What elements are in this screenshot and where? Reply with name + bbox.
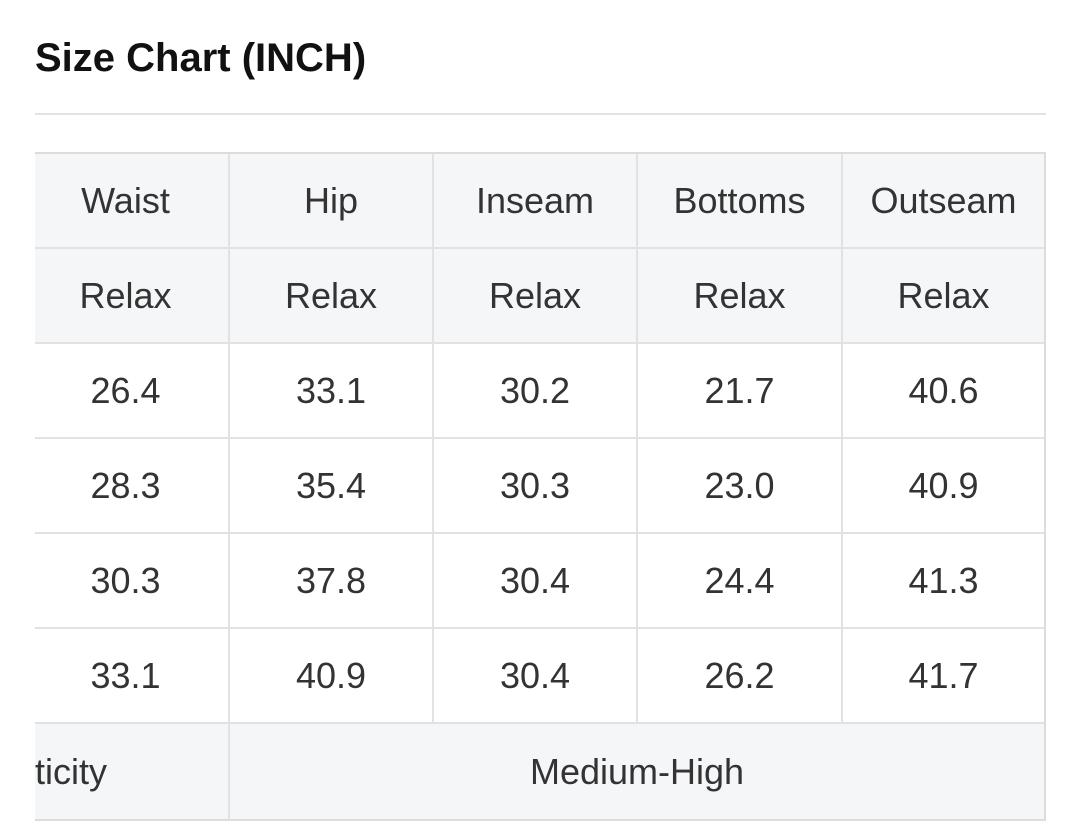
- header-cell: Inseam: [432, 154, 636, 247]
- table-row: 33.1 40.9 30.4 26.2 41.7: [35, 629, 1044, 724]
- header-cell: Outseam: [841, 154, 1044, 247]
- subheader-row: Relax Relax Relax Relax Relax: [35, 249, 1044, 344]
- subheader-cell: Relax: [79, 274, 172, 316]
- divider: [35, 113, 1046, 115]
- table-cell: 28.3: [90, 464, 161, 506]
- table-cell: 40.9: [841, 439, 1044, 532]
- table-cell: 41.3: [841, 534, 1044, 627]
- table-cell: 30.4: [432, 534, 636, 627]
- table-cell: 26.2: [636, 629, 841, 722]
- table-cell: 35.4: [228, 439, 432, 532]
- size-chart-table: Waist Hip Inseam Bottoms Outseam Relax R…: [35, 152, 1046, 821]
- table-cell: 40.6: [841, 344, 1044, 437]
- elasticity-value: Medium-High: [228, 724, 1044, 819]
- page-title: Size Chart (INCH): [35, 36, 367, 80]
- elasticity-label: ticity: [35, 750, 107, 792]
- table-cell: 37.8: [228, 534, 432, 627]
- subheader-cell: Relax: [841, 249, 1044, 342]
- subheader-cell: Relax: [636, 249, 841, 342]
- table-cell: 33.1: [228, 344, 432, 437]
- table-cell: 40.9: [228, 629, 432, 722]
- subheader-cell: Relax: [432, 249, 636, 342]
- table-cell: 24.4: [636, 534, 841, 627]
- table-row: 26.4 33.1 30.2 21.7 40.6: [35, 344, 1044, 439]
- subheader-cell: Relax: [228, 249, 432, 342]
- header-cell: Bottoms: [636, 154, 841, 247]
- table-cell: 26.4: [90, 369, 161, 411]
- table-row: 30.3 37.8 30.4 24.4 41.3: [35, 534, 1044, 629]
- table-cell: 30.2: [432, 344, 636, 437]
- header-cell: Waist: [81, 179, 170, 221]
- header-row: Waist Hip Inseam Bottoms Outseam: [35, 154, 1044, 249]
- table-cell: 33.1: [90, 654, 161, 696]
- table-cell: 21.7: [636, 344, 841, 437]
- table-cell: 30.3: [432, 439, 636, 532]
- table-row: 28.3 35.4 30.3 23.0 40.9: [35, 439, 1044, 534]
- header-cell: Hip: [228, 154, 432, 247]
- table-cell: 41.7: [841, 629, 1044, 722]
- table-cell: 23.0: [636, 439, 841, 532]
- elasticity-row: ticity Medium-High: [35, 724, 1044, 819]
- table-cell: 30.4: [432, 629, 636, 722]
- table-cell: 30.3: [90, 559, 161, 601]
